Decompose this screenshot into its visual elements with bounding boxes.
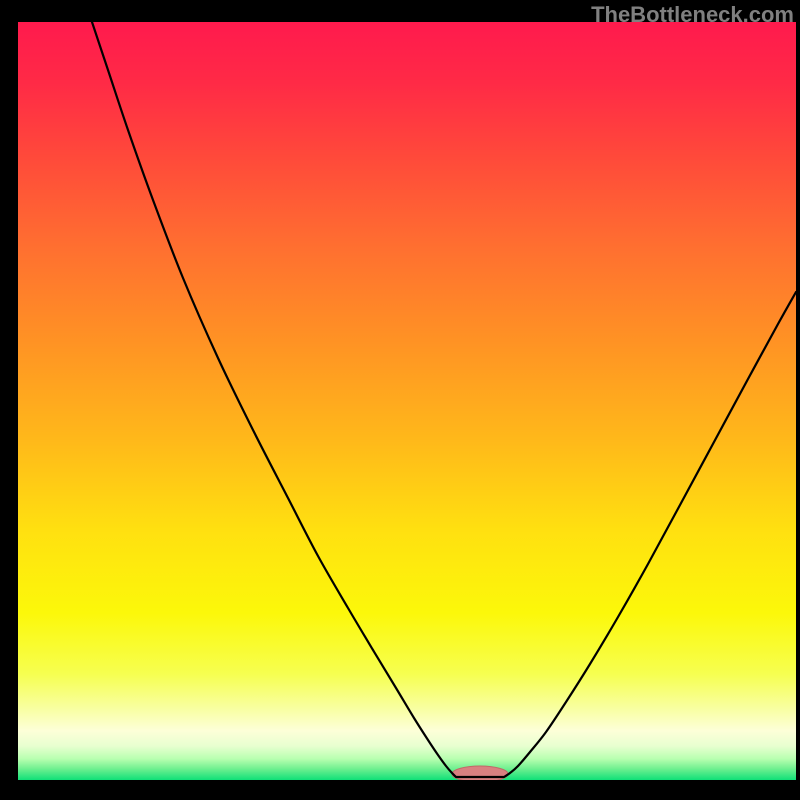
chart-plot-area <box>18 22 796 780</box>
chart-svg <box>18 22 796 780</box>
bottleneck-curve <box>92 22 796 777</box>
watermark-text: TheBottleneck.com <box>591 2 794 28</box>
